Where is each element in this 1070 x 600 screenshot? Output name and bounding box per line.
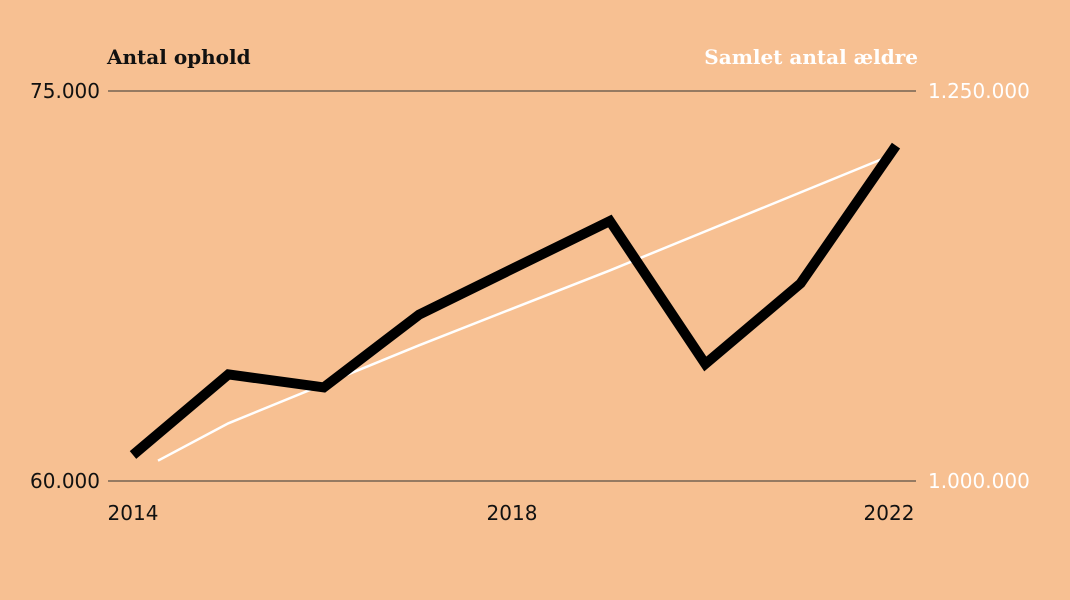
series-line-antal-ophold [129,142,901,459]
series-line-samlet-antal-aeldre [157,153,893,462]
x-axis-tick-2014: 2014 [108,501,159,525]
left-axis-title: Antal ophold [106,45,251,69]
x-axis-tick-2022: 2022 [864,501,915,525]
series-layer [129,142,901,462]
left-axis-tick-max: 75.000 [30,79,100,103]
right-axis-title: Samlet antal ældre [704,45,918,69]
left-axis-tick-min: 60.000 [30,469,100,493]
right-axis-tick-max: 1.250.000 [928,79,1030,103]
x-axis-tick-2018: 2018 [487,501,538,525]
right-axis-tick-min: 1.000.000 [928,469,1030,493]
